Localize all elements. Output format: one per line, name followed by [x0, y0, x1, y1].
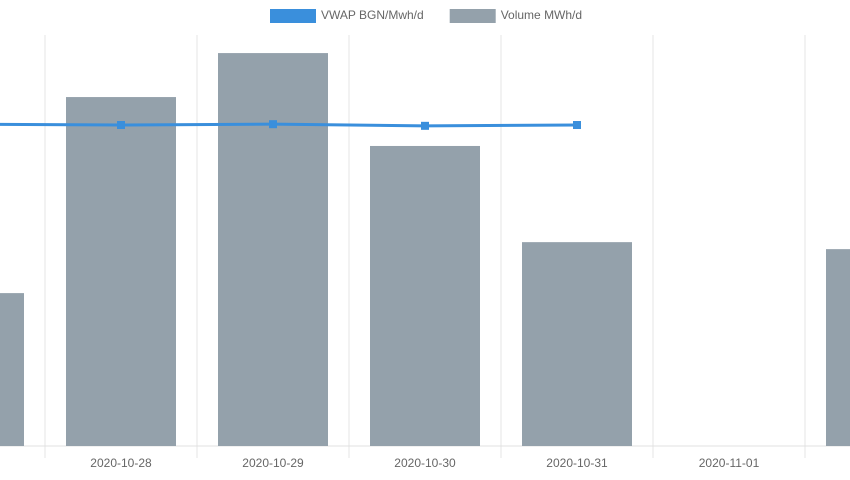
- x-tick-label: 2020-10-30: [394, 456, 456, 470]
- x-tick-label: 2020-11-01: [699, 456, 760, 470]
- legend-swatch: [449, 9, 496, 23]
- x-tick-label: 2020-10-31: [546, 456, 608, 470]
- bar: [0, 293, 24, 446]
- point: [269, 120, 277, 129]
- point: [117, 121, 125, 130]
- legend-swatch: [270, 9, 316, 23]
- point: [573, 121, 581, 130]
- bar: [66, 97, 176, 446]
- bar: [370, 145, 480, 446]
- x-tick-label: 2020-10-28: [90, 456, 152, 470]
- line: [0, 122, 578, 128]
- x-tick-label: 2020-10-29: [242, 456, 304, 470]
- bar: [218, 53, 328, 447]
- point: [421, 121, 429, 130]
- legend-label: VWAP BGN/Mwh/d: [321, 8, 424, 22]
- legend-label: Volume MWh/d: [501, 8, 582, 22]
- bar: [522, 242, 632, 446]
- bar: [826, 249, 850, 446]
